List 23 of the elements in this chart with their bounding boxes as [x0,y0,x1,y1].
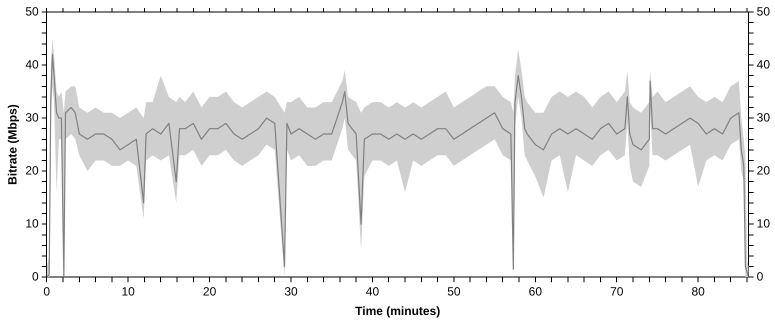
y2-tick-label: 30 [756,110,770,124]
y-tick-label: 30 [25,110,40,124]
y-tick-label: 50 [25,4,40,18]
x-tick-label: 10 [121,284,136,299]
y2-tick-label: 0 [756,270,764,284]
y-axis-title: Bitrate (Mbps) [6,104,20,185]
x-tick-label: 60 [528,284,542,299]
y2-tick-label: 40 [756,57,770,72]
x-tick-label: 80 [691,284,706,299]
x-tick-label: 50 [447,284,461,299]
x-tick-label: 40 [366,284,380,299]
y2-tick-label: 10 [756,216,770,230]
y-tick-label: 20 [25,163,40,178]
x-tick-label: 0 [43,284,50,299]
y2-tick-label: 20 [756,163,770,178]
x-tick-label: 30 [284,284,298,299]
x-tick-label: 20 [202,284,217,299]
x-axis-title: Time (minutes) [355,304,440,318]
y-tick-label: 10 [25,216,40,230]
y-tick-label: 0 [32,270,40,284]
y2-tick-label: 50 [756,4,770,18]
y-tick-label: 40 [25,57,40,72]
x-tick-label: 70 [610,284,624,299]
